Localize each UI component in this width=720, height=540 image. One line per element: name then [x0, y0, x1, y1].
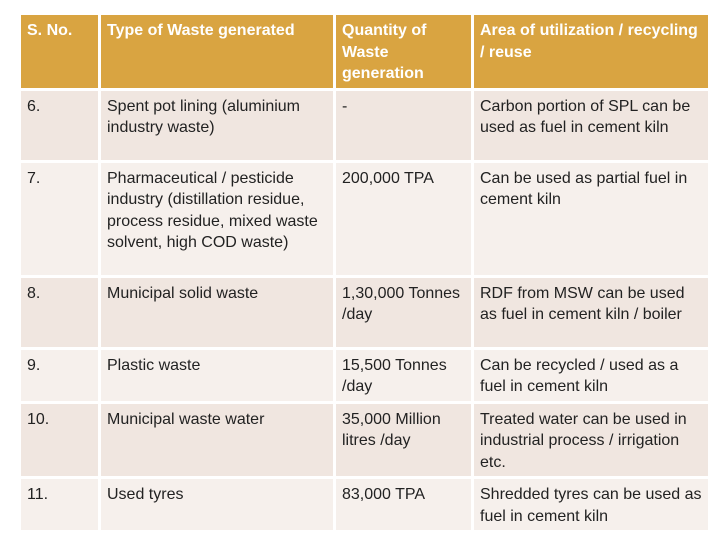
cell-waste-type: Spent pot lining (aluminium industry was…	[98, 87, 336, 163]
table-row: 10. Municipal waste water 35,000 Million…	[18, 400, 711, 479]
cell-utilization-area: RDF from MSW can be used as fuel in ceme…	[471, 274, 711, 350]
cell-waste-type: Used tyres	[98, 476, 336, 533]
cell-waste-type: Municipal waste water	[98, 400, 336, 479]
waste-table-container: S. No. Type of Waste generated Quantity …	[18, 12, 711, 533]
cell-waste-type: Plastic waste	[98, 346, 336, 404]
cell-serial-number: 9.	[18, 346, 101, 404]
table-row: 9. Plastic waste 15,500 Tonnes /day Can …	[18, 346, 711, 404]
cell-serial-number: 6.	[18, 87, 101, 163]
cell-serial-number: 11.	[18, 476, 101, 533]
cell-utilization-area: Can be recycled / used as a fuel in ceme…	[471, 346, 711, 404]
cell-quantity: 1,30,000 Tonnes /day	[333, 274, 474, 350]
table-row: 8. Municipal solid waste 1,30,000 Tonnes…	[18, 274, 711, 350]
cell-quantity: 35,000 Million litres /day	[333, 400, 474, 479]
header-utilization-area: Area of utilization / recycling / reuse	[471, 12, 711, 91]
cell-serial-number: 10.	[18, 400, 101, 479]
cell-utilization-area: Shredded tyres can be used as fuel in ce…	[471, 476, 711, 533]
header-quantity: Quantity of Waste generation	[333, 12, 474, 91]
cell-quantity: 83,000 TPA	[333, 476, 474, 533]
cell-waste-type: Pharmaceutical / pesticide industry (dis…	[98, 159, 336, 278]
cell-quantity: 15,500 Tonnes /day	[333, 346, 474, 404]
cell-serial-number: 8.	[18, 274, 101, 350]
header-serial-number: S. No.	[18, 12, 101, 91]
left-margin	[0, 0, 18, 540]
table-row: 6. Spent pot lining (aluminium industry …	[18, 87, 711, 163]
cell-quantity: -	[333, 87, 474, 163]
header-waste-type: Type of Waste generated	[98, 12, 336, 91]
table-header-row: S. No. Type of Waste generated Quantity …	[18, 12, 711, 91]
waste-utilization-table: S. No. Type of Waste generated Quantity …	[18, 12, 711, 533]
cell-utilization-area: Can be used as partial fuel in cement ki…	[471, 159, 711, 278]
cell-utilization-area: Treated water can be used in industrial …	[471, 400, 711, 479]
cell-serial-number: 7.	[18, 159, 101, 278]
cell-quantity: 200,000 TPA	[333, 159, 474, 278]
cell-waste-type: Municipal solid waste	[98, 274, 336, 350]
table-row: 11. Used tyres 83,000 TPA Shredded tyres…	[18, 476, 711, 533]
cell-utilization-area: Carbon portion of SPL can be used as fue…	[471, 87, 711, 163]
table-row: 7. Pharmaceutical / pesticide industry (…	[18, 159, 711, 278]
right-margin	[708, 0, 720, 540]
